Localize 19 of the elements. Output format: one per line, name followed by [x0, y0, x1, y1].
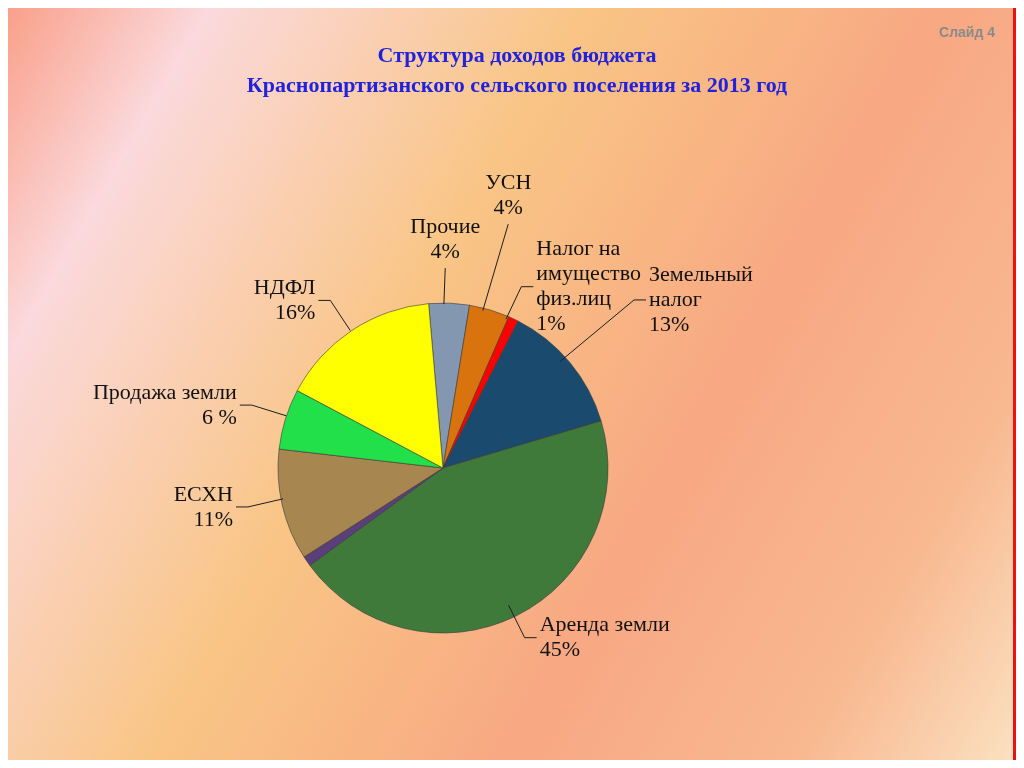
- data-label: 4%: [493, 193, 523, 219]
- slice-label: Земельный налог: [649, 261, 754, 312]
- data-label: 45%: [539, 636, 580, 662]
- data-label: 11%: [193, 505, 234, 531]
- chart-title: Структура доходов бюджета: [377, 41, 657, 69]
- slice-label: УСН: [485, 168, 532, 194]
- slice-label: Налог на имущество физ.лиц: [536, 235, 641, 311]
- slice-label: Прочие: [410, 212, 481, 238]
- data-label: 16%: [275, 299, 316, 325]
- data-label: 1%: [536, 310, 566, 336]
- data-label: 6 %: [201, 403, 237, 429]
- chart-subtitle: Краснопартизанского сельского поселения за 2013 год: [246, 71, 788, 99]
- slice-label: ЕСХН: [173, 480, 234, 506]
- slice-label: НДФЛ: [253, 274, 316, 300]
- slice-label: Аренда земли: [539, 611, 670, 637]
- slice-label: Продажа земли: [92, 378, 238, 404]
- data-label: 13%: [649, 311, 690, 337]
- data-label: 4%: [430, 237, 460, 263]
- text: Слайд 4: [939, 24, 995, 40]
